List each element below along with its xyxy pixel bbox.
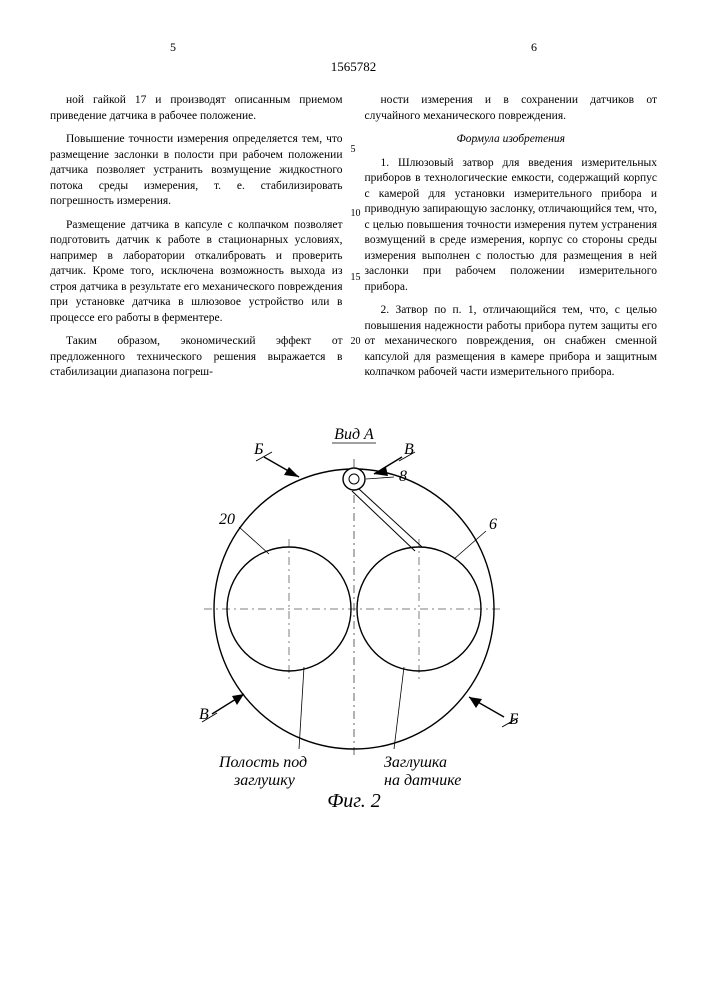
figure-svg: Вид АБВ8206ВБПолость подзаглушкуЗаглушка…	[104, 419, 604, 809]
left-column: ной гайкой 17 и производят описанным при…	[50, 93, 343, 389]
svg-text:на датчике: на датчике	[384, 772, 461, 789]
svg-text:8: 8	[399, 468, 407, 485]
paragraph: ной гайкой 17 и производят описанным при…	[50, 93, 343, 124]
svg-text:Б: Б	[508, 711, 519, 728]
figure-2: Вид АБВ8206ВБПолость подзаглушкуЗаглушка…	[50, 419, 657, 809]
page-num-right: 6	[531, 40, 537, 55]
svg-text:Полость под: Полость под	[218, 754, 307, 771]
line-num: 20	[351, 335, 361, 349]
svg-text:заглушку: заглушку	[233, 772, 296, 789]
svg-text:20: 20	[219, 511, 235, 528]
paragraph: Таким образом, экономический эффект от п…	[50, 334, 343, 381]
paragraph: Повышение точности измерения определяетс…	[50, 132, 343, 210]
line-num: 5	[351, 143, 356, 157]
paragraph: 2. Затвор по п. 1, отличающийся тем, что…	[365, 303, 658, 381]
line-num: 15	[351, 271, 361, 285]
svg-text:Вид А: Вид А	[334, 426, 374, 443]
formula-title: Формула изобретения	[365, 132, 658, 148]
paragraph: ности измерения и в сохранении датчиков …	[365, 93, 658, 124]
paragraph: 1. Шлюзовый затвор для введения измерите…	[365, 156, 658, 296]
doc-id: 1565782	[50, 59, 657, 75]
text-columns: ной гайкой 17 и производят описанным при…	[50, 93, 657, 389]
right-column: 5 10 15 20 ности измерения и в сохранени…	[365, 93, 658, 389]
line-num: 10	[351, 207, 361, 221]
page-num-left: 5	[170, 40, 176, 55]
svg-text:6: 6	[489, 516, 497, 533]
svg-text:Б: Б	[253, 441, 264, 458]
paragraph: Размещение датчика в капсуле с колпачком…	[50, 218, 343, 327]
svg-text:Заглушка: Заглушка	[384, 754, 447, 771]
svg-text:Фиг. 2: Фиг. 2	[327, 790, 381, 809]
